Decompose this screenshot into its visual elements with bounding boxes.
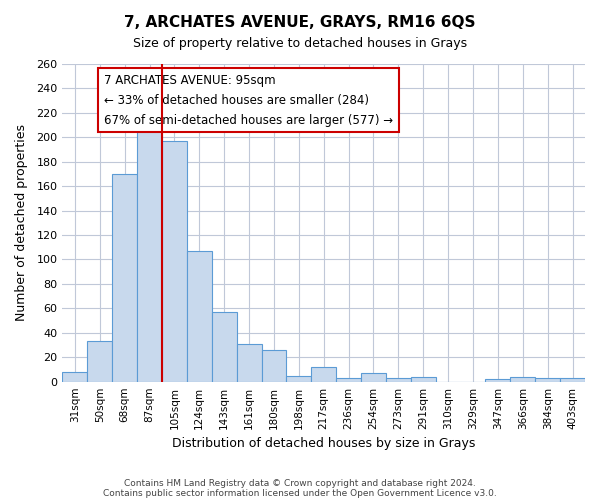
Bar <box>535 378 560 382</box>
Text: 7 ARCHATES AVENUE: 95sqm
← 33% of detached houses are smaller (284)
67% of semi-: 7 ARCHATES AVENUE: 95sqm ← 33% of detach… <box>104 74 394 126</box>
Bar <box>286 376 311 382</box>
Bar <box>187 251 212 382</box>
Bar <box>311 367 336 382</box>
Y-axis label: Number of detached properties: Number of detached properties <box>15 124 28 322</box>
Text: Contains HM Land Registry data © Crown copyright and database right 2024.: Contains HM Land Registry data © Crown c… <box>124 478 476 488</box>
Bar <box>236 344 262 382</box>
X-axis label: Distribution of detached houses by size in Grays: Distribution of detached houses by size … <box>172 437 475 450</box>
Bar <box>386 378 411 382</box>
Bar <box>162 141 187 382</box>
Bar <box>212 312 236 382</box>
Bar <box>62 372 88 382</box>
Bar <box>262 350 286 382</box>
Bar <box>112 174 137 382</box>
Bar <box>336 378 361 382</box>
Bar <box>137 131 162 382</box>
Bar <box>88 342 112 382</box>
Bar <box>485 379 511 382</box>
Text: Size of property relative to detached houses in Grays: Size of property relative to detached ho… <box>133 38 467 51</box>
Text: 7, ARCHATES AVENUE, GRAYS, RM16 6QS: 7, ARCHATES AVENUE, GRAYS, RM16 6QS <box>124 15 476 30</box>
Bar <box>511 377 535 382</box>
Bar <box>361 373 386 382</box>
Text: Contains public sector information licensed under the Open Government Licence v3: Contains public sector information licen… <box>103 488 497 498</box>
Bar <box>560 378 585 382</box>
Bar <box>411 377 436 382</box>
